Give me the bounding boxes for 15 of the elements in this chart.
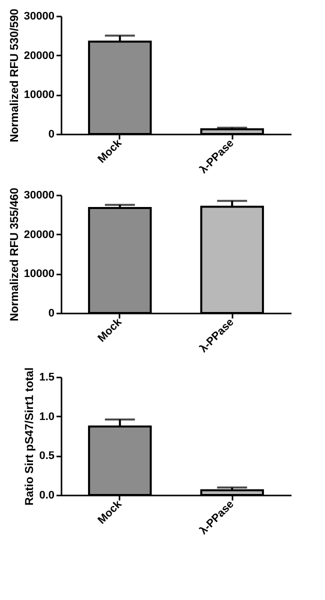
y-tick-label: 0.5 — [39, 450, 54, 462]
y-tick-label: 10000 — [24, 89, 54, 102]
y-tick-label: 30000 — [24, 10, 54, 22]
y-tick-label: 20000 — [24, 228, 54, 241]
y-axis-title: Ratio Sirt pS47/Sirt1 total — [24, 367, 36, 506]
y-tick-label: 0 — [48, 128, 54, 140]
y-axis-title: Normalized RFU 530/590 — [8, 8, 21, 142]
y-tick-label: 10000 — [24, 268, 54, 280]
y-axis-title: Normalized RFU 355/460 — [8, 188, 21, 322]
y-tick-label: 0 — [48, 308, 54, 320]
y-tick-label: 0.0 — [39, 490, 54, 502]
y-tick-label: 20000 — [24, 50, 54, 62]
y-tick-label: 1.5 — [39, 372, 54, 384]
y-tick-label: 30000 — [24, 190, 54, 202]
y-tick-label: 1.0 — [39, 410, 54, 423]
